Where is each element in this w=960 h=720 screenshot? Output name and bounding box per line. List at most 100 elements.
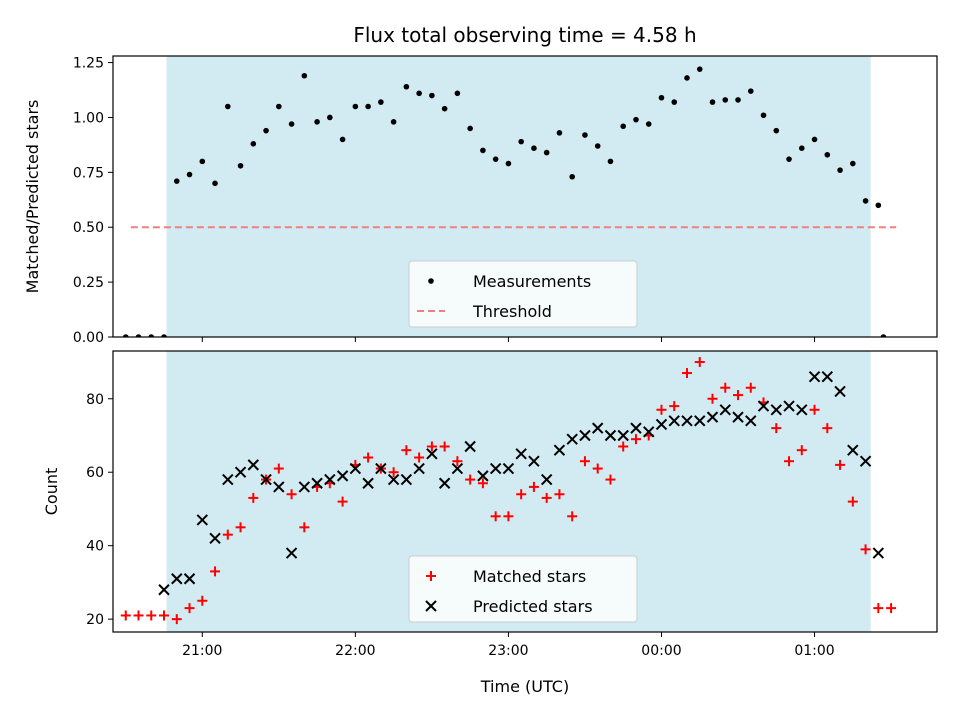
y-tick-label: 0.50 <box>73 220 104 236</box>
y-tick-label: 0.75 <box>73 165 104 181</box>
x-tick-label: 00:00 <box>641 643 681 659</box>
matched-star-marker <box>592 463 603 474</box>
measurement-point <box>429 92 435 99</box>
x-stroke-b <box>515 448 527 460</box>
matched-star-marker <box>222 529 233 540</box>
x-stroke-b <box>796 404 808 416</box>
y-tick-label: 0.00 <box>73 330 104 346</box>
predicted-star-marker <box>375 462 387 475</box>
matched-star-marker <box>299 522 310 533</box>
measurement-point <box>671 99 678 105</box>
matched-star-marker <box>784 456 795 467</box>
matched-star-marker <box>745 382 756 393</box>
predicted-star-marker <box>438 477 451 489</box>
predicted-star-marker <box>694 415 706 427</box>
x-stroke-b <box>617 429 629 442</box>
predicted-star-marker <box>196 514 208 526</box>
x-stroke-b <box>451 462 464 475</box>
matched-star-marker <box>656 404 667 415</box>
matched-star-marker <box>567 511 578 522</box>
measurement-point <box>709 99 716 105</box>
matched-star-marker <box>847 496 858 507</box>
matched-star-marker <box>235 522 246 533</box>
predicted-star-marker <box>872 547 885 559</box>
x-stroke-b <box>362 477 374 489</box>
matched-star-marker <box>363 452 374 463</box>
legend-label: Measurements <box>473 272 591 291</box>
matched-star-marker <box>503 511 514 522</box>
matched-star-marker <box>248 492 259 503</box>
predicted-star-marker <box>451 462 464 475</box>
measurement-point <box>696 66 703 72</box>
predicted-star-marker <box>796 404 808 416</box>
predicted-star-marker <box>260 473 272 486</box>
predicted-star-marker <box>630 422 642 434</box>
measurement-point <box>880 334 887 337</box>
x-stroke-b <box>732 411 744 423</box>
measurement-point <box>301 72 308 79</box>
predicted-star-marker <box>757 400 770 412</box>
y-axis-label: Count <box>42 468 61 516</box>
predicted-star-marker <box>311 477 323 489</box>
predicted-star-marker <box>643 426 655 438</box>
measurement-point <box>454 90 461 97</box>
predicted-star-marker <box>706 411 719 423</box>
measurement-point <box>684 75 690 81</box>
measurement-point <box>224 103 231 110</box>
matched-star-marker <box>579 456 590 467</box>
axes-frame <box>112 55 938 338</box>
y-tick-label: 80 <box>86 392 104 408</box>
predicted-star-marker <box>324 473 336 486</box>
legend-label: Threshold <box>472 302 552 321</box>
predicted-star-marker <box>821 371 834 383</box>
x-axis-label: Time (UTC) <box>480 677 569 696</box>
x-stroke-b <box>591 422 604 434</box>
legend: Matched stars Predicted stars <box>408 555 638 623</box>
measurement-point <box>594 143 601 149</box>
x-stroke-b <box>222 473 234 486</box>
predicted-star-marker <box>591 422 604 434</box>
measurement-point <box>518 138 524 145</box>
x-stroke-b <box>770 404 782 416</box>
predicted-star-marker <box>668 415 680 427</box>
predicted-star-marker <box>847 444 859 456</box>
x-stroke-b <box>745 415 757 427</box>
predicted-star-marker <box>528 455 540 467</box>
matched-star-marker <box>720 382 731 393</box>
predicted-star-marker <box>362 477 374 489</box>
x-stroke-b <box>757 400 770 412</box>
x-stroke-b <box>158 584 170 596</box>
x-stroke-b <box>387 473 400 486</box>
measurement-point <box>135 334 142 337</box>
measurement-point <box>786 156 792 162</box>
predicted-star-marker <box>604 429 617 442</box>
count-panel: 20 40 60 80 21:00 22:00 23:00 00:00 01:00 Count Ma… <box>42 350 938 659</box>
measurement-point <box>390 119 397 125</box>
measurement-point <box>276 103 282 110</box>
measurement-point <box>339 136 346 143</box>
x-stroke-b <box>528 455 540 467</box>
measurement-point <box>441 105 448 112</box>
x-stroke-b <box>553 444 566 456</box>
matched-star-marker <box>669 401 680 412</box>
x-stroke-b <box>438 477 451 489</box>
matched-star-marker <box>605 474 616 485</box>
matched-star-marker <box>822 423 833 434</box>
x-stroke-b <box>464 440 476 453</box>
legend-frame <box>408 260 638 328</box>
predicted-star-marker <box>413 462 425 475</box>
x-tick-label: 01:00 <box>794 643 834 659</box>
predicted-star-marker <box>464 440 476 453</box>
matched-star-marker <box>835 459 846 470</box>
x-stroke-b <box>489 462 502 475</box>
x-stroke-b <box>694 415 706 427</box>
x-stroke-b <box>821 371 834 383</box>
x-stroke-b <box>630 422 642 434</box>
measurement-point <box>492 156 499 162</box>
x-stroke-b <box>859 455 872 467</box>
x-stroke-b <box>426 448 438 460</box>
measurement-point <box>607 158 614 165</box>
matched-star-marker <box>618 441 629 452</box>
x-stroke-b <box>400 473 413 486</box>
